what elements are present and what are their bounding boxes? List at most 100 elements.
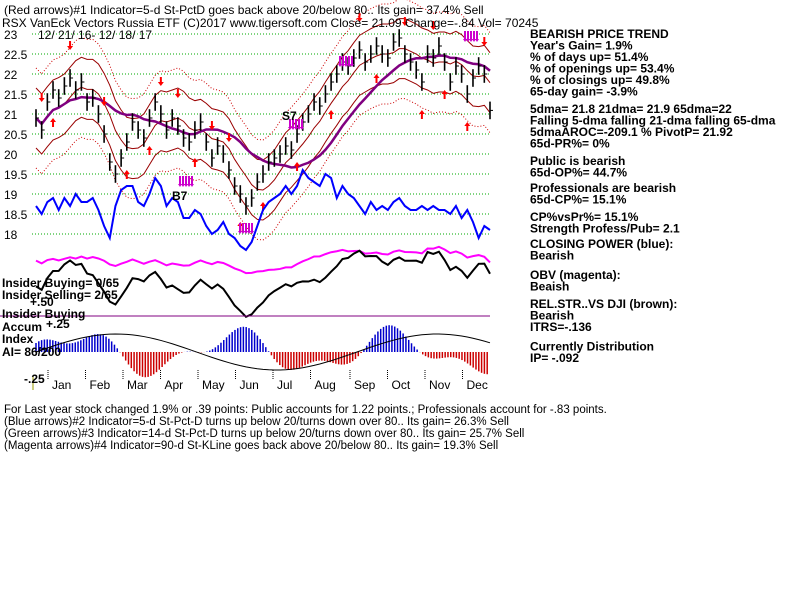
- footer-line-1: For Last year stock changed 1.9% or .39 …: [4, 404, 607, 416]
- b7-label: B7: [172, 189, 188, 203]
- red-down-arrow: [356, 13, 363, 22]
- stats-line: Currently Distribution: [530, 340, 654, 354]
- outer-lower-band: [35, 98, 491, 241]
- red-down-arrow: [67, 41, 74, 50]
- x-tick-label: Jun: [240, 378, 259, 392]
- red-down-arrow: [208, 121, 215, 130]
- x-tick-label: Jan: [52, 378, 71, 392]
- red-down-arrow: [157, 77, 164, 86]
- closing-power-line: [35, 167, 491, 252]
- magenta-arrow: [350, 56, 354, 67]
- magenta-arrow: [187, 176, 191, 187]
- x-tick-label: Jul: [277, 378, 292, 392]
- y-tick-label: 18.5: [4, 208, 28, 222]
- red-up-arrow: [191, 158, 198, 167]
- y-tick-label: 21.5: [4, 88, 28, 102]
- red-down-arrow: [430, 21, 437, 30]
- insider-buying-label: Insider Buying: [2, 307, 85, 321]
- ma65-line: [35, 54, 491, 169]
- y-tick-label: 21: [4, 108, 18, 122]
- stats-line: 65d-CP%= 15.1%: [530, 193, 627, 207]
- stats-line: 65-day gain= -3.9%: [530, 85, 638, 99]
- y-tick-label: 20: [4, 148, 18, 162]
- right-stats-panel: BEARISH PRICE TREND Year's Gain= 1.9% % …: [530, 27, 776, 365]
- x-tick-label: Dec: [467, 378, 488, 392]
- header-line-2: RSX VanEck Vectors Russia ETF (C)2017 ww…: [2, 16, 539, 30]
- stats-line: 65d-OP%= 44.7%: [530, 166, 627, 180]
- magenta-arrow: [288, 119, 292, 130]
- stats-line: 5dmaAROC=-209.1 % PivotP= 21.92: [530, 125, 733, 139]
- x-tick-label: Apr: [165, 378, 184, 392]
- stats-line: Falling 5-dma falling 21-dma falling 65-…: [530, 114, 776, 128]
- stats-line: ITRS=-.136: [530, 320, 592, 334]
- red-down-arrow: [401, 17, 408, 26]
- y-tick-label: 22: [4, 68, 18, 82]
- x-tick-label: May: [202, 378, 225, 392]
- magenta-arrow: [184, 176, 188, 187]
- y-tick-label: 23: [4, 28, 18, 42]
- red-up-arrow: [328, 110, 335, 119]
- red-down-arrow: [481, 37, 488, 46]
- stats-line: Bearish: [530, 249, 574, 263]
- stats-line: OBV (magenta):: [530, 268, 621, 282]
- red-up-arrow: [260, 202, 266, 211]
- stats-line: % of closings up= 49.8%: [530, 73, 670, 87]
- x-tick-label: Oct: [392, 378, 411, 392]
- stats-line: Public is bearish: [530, 154, 625, 168]
- ma21-line: [35, 48, 491, 191]
- insider-selling-count: Insider Selling= 2/65: [2, 288, 118, 302]
- accum-ma-line: [35, 333, 491, 371]
- accumulation-index: [35, 325, 491, 378]
- red-down-arrow: [225, 133, 232, 142]
- magenta-arrow: [300, 119, 304, 130]
- magenta-arrow: [297, 119, 301, 130]
- ai-minus25-label: -.25: [24, 372, 45, 386]
- y-tick-label: 18: [4, 228, 18, 242]
- red-down-arrow: [38, 93, 45, 102]
- magenta-arrow: [294, 119, 298, 130]
- magenta-arrow: [469, 31, 473, 42]
- outer-upper-band: [35, 0, 491, 141]
- header-line-1: (Red arrows)#1 Indicator=5-d St-PctD goe…: [4, 3, 484, 17]
- obv-line: [35, 245, 491, 275]
- red-up-arrow: [464, 122, 471, 131]
- red-down-arrow: [174, 89, 181, 98]
- red-down-arrow: [101, 97, 108, 106]
- stats-line: REL.STR..VS DJI (brown):: [530, 297, 677, 311]
- date-range: 12/ 21/ 16- 12/ 18/ 17: [38, 28, 152, 42]
- magenta-arrow: [250, 223, 254, 234]
- indicators: [0, 167, 491, 319]
- lower-band: [35, 78, 491, 221]
- footer-line-4: (Magenta arrows)#4 Indicator=90-d St-KLi…: [4, 440, 499, 452]
- x-tick-label: Mar: [127, 378, 148, 392]
- stats-line: 65d-PR%= 0%: [530, 137, 610, 151]
- magenta-arrow: [341, 56, 345, 67]
- red-up-arrow: [50, 118, 57, 127]
- insider-buying-count: Insider Buying= 0/65: [2, 276, 119, 290]
- footer-line-3: (Green arrows)#3 Indicator=14-d St-Pct-D…: [4, 428, 525, 440]
- magenta-arrow: [181, 176, 185, 187]
- red-up-arrow: [373, 74, 380, 83]
- y-tick-label: 20.5: [4, 128, 28, 142]
- magenta-arrow: [241, 223, 245, 234]
- axis-ticks: 23 22.5 22 21.5 21 20.5 20 19.5 19 18.5 18 Jan Feb Ma…: [4, 28, 488, 392]
- stats-line: Bearish: [530, 309, 574, 323]
- stats-line: Year's Gain= 1.9%: [530, 39, 633, 53]
- stats-line: IP= -.092: [530, 351, 579, 365]
- magenta-arrow: [244, 223, 248, 234]
- red-up-arrow: [123, 170, 130, 179]
- footer-line-2: (Blue arrows)#2 Indicator=5-d St-Pct-D t…: [4, 416, 509, 428]
- red-up-arrow: [418, 110, 425, 119]
- s7-label: S7: [282, 109, 297, 123]
- stats-line: Professionals are bearish: [530, 181, 676, 195]
- magenta-arrow: [238, 223, 242, 234]
- x-tick-label: Sep: [354, 378, 376, 392]
- magenta-arrow: [338, 56, 342, 67]
- magenta-arrow: [475, 31, 479, 42]
- x-tick-label: Nov: [429, 378, 450, 392]
- magenta-arrow: [344, 56, 348, 67]
- stats-line: Strength Profess/Pub= 2.1: [530, 222, 680, 236]
- stats-line: CP%vsPr%= 15.1%: [530, 210, 639, 224]
- ai-plus25-label: +.25: [46, 317, 70, 331]
